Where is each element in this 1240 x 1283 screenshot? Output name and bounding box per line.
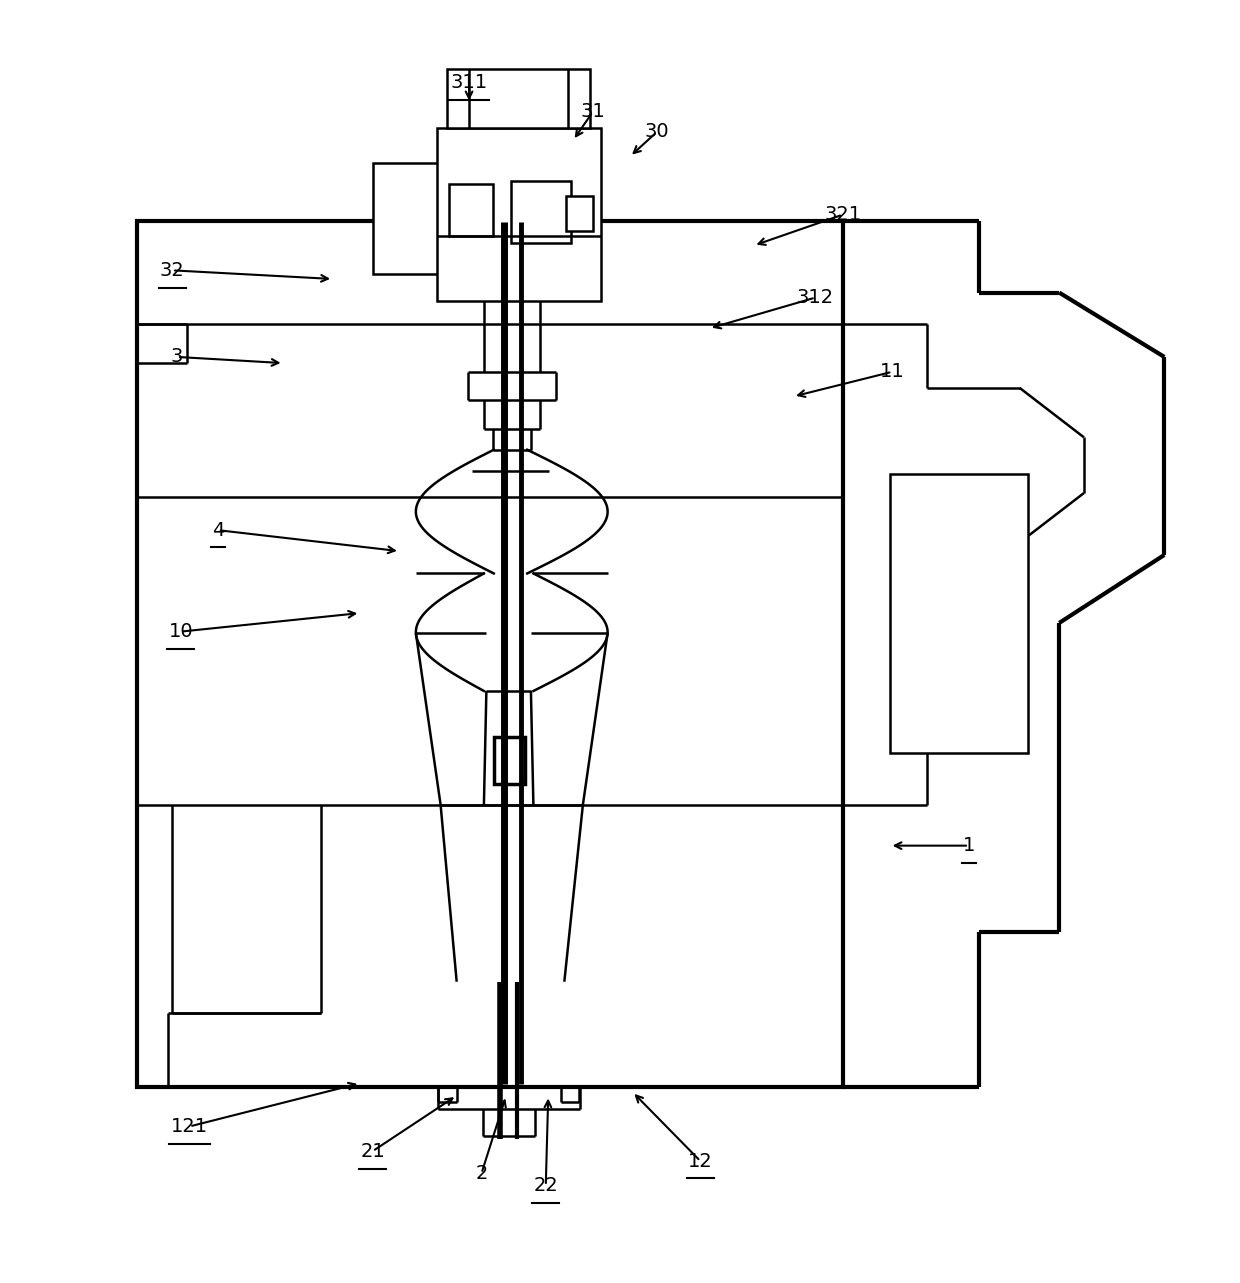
Text: 321: 321 (825, 205, 862, 225)
Bar (372, 163, 449, 275)
Bar (890, 475, 1028, 753)
Text: 11: 11 (880, 362, 904, 381)
Text: 32: 32 (160, 260, 185, 280)
Bar (449, 183, 492, 236)
Text: 2: 2 (475, 1164, 487, 1183)
Text: 22: 22 (533, 1177, 558, 1196)
Text: 311: 311 (450, 73, 487, 92)
Text: 31: 31 (580, 103, 605, 122)
Text: 312: 312 (797, 289, 835, 307)
Text: 121: 121 (171, 1117, 208, 1135)
Text: 3: 3 (171, 348, 184, 367)
Text: 30: 30 (645, 122, 670, 141)
Bar (436, 128, 601, 302)
Text: 10: 10 (169, 622, 193, 642)
Bar (494, 736, 525, 784)
Text: 21: 21 (360, 1142, 384, 1161)
Text: 4: 4 (212, 521, 224, 540)
Text: 1: 1 (962, 837, 975, 856)
Bar (565, 196, 593, 231)
Bar (138, 221, 843, 1087)
Text: 12: 12 (688, 1152, 713, 1170)
Bar (446, 69, 590, 128)
Bar (511, 181, 570, 242)
